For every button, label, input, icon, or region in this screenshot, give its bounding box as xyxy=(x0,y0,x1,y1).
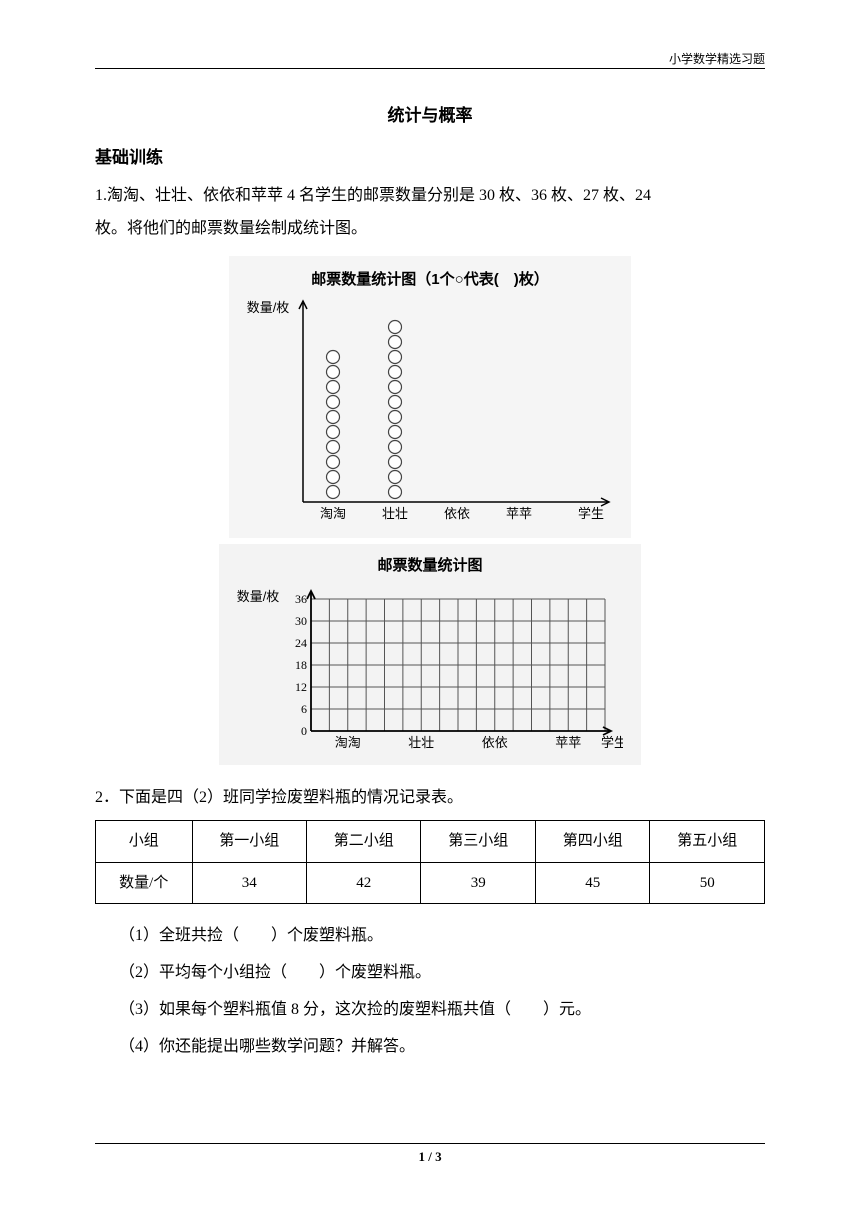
svg-text:依依: 依依 xyxy=(482,735,508,750)
svg-text:苹苹: 苹苹 xyxy=(556,735,582,750)
q2-subquestions: （1）全班共捡（ ）个废塑料瓶。 （2）平均每个小组捡（ ）个废塑料瓶。 （3）… xyxy=(95,918,765,1065)
q1-text-line1: 1.淘淘、壮壮、依依和苹苹 4 名学生的邮票数量分别是 30 枚、36 枚、27… xyxy=(95,179,765,213)
barchart-svg: 0 6 12 18 24 30 36 淘淘 壮壮 依依 苹苹 学生 xyxy=(283,585,623,755)
svg-text:30: 30 xyxy=(295,614,307,628)
table-header-row: 小组第一小组第二小组第三小组第四小组第五小组 xyxy=(96,821,765,863)
svg-text:18: 18 xyxy=(295,658,307,672)
svg-text:依依: 依依 xyxy=(444,506,470,521)
table-header-cell: 第二小组 xyxy=(306,821,420,863)
svg-text:6: 6 xyxy=(301,702,307,716)
table-cell: 39 xyxy=(421,862,535,904)
pictograph-title: 邮票数量统计图（1个○代表( )枚） xyxy=(247,266,614,295)
svg-text:壮壮: 壮壮 xyxy=(409,735,435,750)
content: 统计与概率 基础训练 1.淘淘、壮壮、依依和苹苹 4 名学生的邮票数量分别是 3… xyxy=(95,100,765,1066)
svg-text:12: 12 xyxy=(295,680,307,694)
page-title: 统计与概率 xyxy=(95,100,765,132)
header-line xyxy=(95,68,765,69)
q2-sub2: （2）平均每个小组捡（ ）个废塑料瓶。 xyxy=(119,955,765,992)
q1-text-line2: 枚。将他们的邮票数量绘制成统计图。 xyxy=(95,212,765,246)
barchart-wrap: 邮票数量统计图 数量/枚 0 6 12 18 24 30 36 淘淘 壮壮 依依 苹苹 学生 xyxy=(95,544,765,765)
q2-sub3: （3）如果每个塑料瓶值 8 分，这次捡的废塑料瓶共值（ ）元。 xyxy=(119,992,765,1029)
svg-text:壮壮: 壮壮 xyxy=(382,506,408,521)
svg-text:学生: 学生 xyxy=(578,506,604,521)
table-header-cell: 第五小组 xyxy=(650,821,765,863)
page-total: 3 xyxy=(435,1149,442,1164)
pictograph-svg: 淘淘 壮壮 依依 苹苹 学生 xyxy=(293,298,613,528)
table-cell: 45 xyxy=(535,862,649,904)
svg-text:淘淘: 淘淘 xyxy=(335,735,361,750)
q2-sub1: （1）全班共捡（ ）个废塑料瓶。 xyxy=(119,918,765,955)
table-cell: 50 xyxy=(650,862,765,904)
svg-text:苹苹: 苹苹 xyxy=(506,506,532,521)
table-cell: 34 xyxy=(192,862,306,904)
q2-sub4: （4）你还能提出哪些数学问题？并解答。 xyxy=(119,1029,765,1066)
barchart-title: 邮票数量统计图 xyxy=(237,552,624,581)
svg-text:淘淘: 淘淘 xyxy=(320,506,346,521)
svg-text:0: 0 xyxy=(301,724,307,738)
table-data-row: 数量/个3442394550 xyxy=(96,862,765,904)
q2-table: 小组第一小组第二小组第三小组第四小组第五小组 数量/个3442394550 xyxy=(95,820,765,904)
pictograph-y-label: 数量/枚 xyxy=(247,296,290,321)
page-footer: 1 / 3 xyxy=(0,1145,860,1170)
q2-intro: 2．下面是四（2）班同学捡废塑料瓶的情况记录表。 xyxy=(95,781,765,815)
svg-text:36: 36 xyxy=(295,592,307,606)
table-header-cell: 第四小组 xyxy=(535,821,649,863)
table-cell: 42 xyxy=(306,862,420,904)
table-row-label: 数量/个 xyxy=(96,862,193,904)
section-label: 基础训练 xyxy=(95,142,765,174)
footer-line xyxy=(95,1143,765,1144)
page-current: 1 xyxy=(418,1149,425,1164)
svg-text:24: 24 xyxy=(295,636,307,650)
pictograph-wrap: 邮票数量统计图（1个○代表( )枚） 数量/枚 淘淘 壮壮 依依 苹苹 学生 xyxy=(95,256,765,539)
table-header-cell: 小组 xyxy=(96,821,193,863)
table-header-cell: 第三小组 xyxy=(421,821,535,863)
svg-text:学生: 学生 xyxy=(601,735,623,750)
table-header-cell: 第一小组 xyxy=(192,821,306,863)
barchart-y-label: 数量/枚 xyxy=(237,585,280,610)
